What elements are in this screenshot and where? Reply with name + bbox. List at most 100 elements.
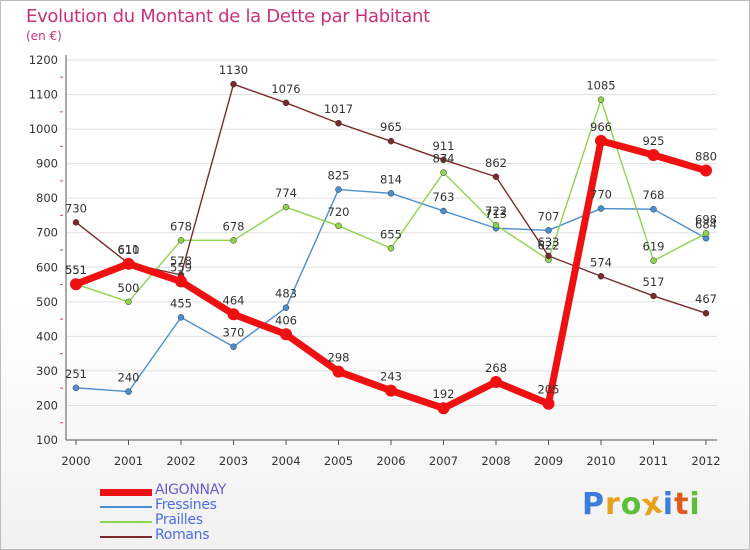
y-tick-label: 500	[36, 295, 58, 309]
data-point	[597, 205, 605, 212]
data-label: 1130	[219, 63, 248, 77]
x-tick-label: 2009	[534, 454, 563, 468]
legend-label: Prailles	[155, 512, 203, 528]
y-tick-label: 1200	[29, 53, 58, 67]
data-label: 455	[170, 296, 192, 310]
chart-subtitle: (en €)	[26, 29, 62, 43]
data-point	[437, 402, 450, 415]
y-tick-label: 900	[36, 157, 58, 171]
legend-label: Fressines	[155, 497, 217, 513]
x-tick-label: 2008	[481, 454, 510, 468]
data-point	[440, 207, 447, 215]
data-label: 205	[538, 383, 560, 397]
data-label: 192	[433, 387, 455, 401]
data-label: 467	[695, 292, 717, 306]
data-label: 763	[433, 190, 455, 204]
data-label: 707	[538, 209, 560, 223]
data-label: 720	[328, 205, 350, 219]
data-label: 874	[433, 152, 455, 166]
data-point	[387, 245, 395, 252]
data-point	[280, 328, 292, 341]
data-label: 684	[695, 217, 717, 231]
data-label: 1085	[586, 79, 615, 93]
x-tick-label: 2001	[114, 454, 143, 468]
data-label: 251	[65, 367, 87, 381]
data-point	[282, 99, 290, 107]
data-label: 370	[223, 326, 245, 340]
data-point	[282, 304, 290, 311]
legend-swatch	[100, 536, 152, 538]
data-point	[227, 308, 240, 321]
data-label: 966	[590, 120, 612, 134]
data-point	[702, 230, 710, 237]
data-point	[230, 343, 237, 350]
data-point	[385, 384, 397, 397]
data-point	[700, 164, 712, 177]
data-point	[230, 80, 237, 88]
data-label: 611	[118, 242, 140, 256]
data-point	[387, 137, 395, 145]
data-label: 551	[65, 263, 87, 277]
data-point	[72, 219, 80, 226]
data-point	[595, 134, 607, 147]
data-point	[647, 149, 660, 161]
data-label: 925	[643, 134, 665, 148]
data-label: 1076	[271, 82, 300, 96]
data-point	[545, 227, 552, 234]
data-label: 610	[118, 243, 140, 257]
data-point	[282, 203, 290, 211]
data-point	[175, 275, 187, 288]
series-romans	[72, 80, 710, 317]
data-label: 722	[485, 204, 507, 218]
series-aigonnay	[70, 134, 712, 415]
y-tick-label: 600	[36, 260, 58, 274]
data-label: 483	[275, 287, 297, 301]
data-point	[440, 156, 447, 164]
data-label: 880	[695, 150, 717, 164]
data-point	[332, 365, 345, 378]
data-label: 730	[65, 201, 87, 215]
data-point	[335, 186, 342, 193]
data-point	[335, 222, 342, 230]
y-tick-label: 400	[36, 329, 58, 343]
data-point	[545, 252, 552, 260]
legend-label: Romans	[155, 527, 210, 543]
y-tick-label: 300	[36, 364, 58, 378]
data-label: 655	[380, 227, 402, 241]
y-tick-label: 1100	[29, 88, 58, 102]
x-tick-label: 2005	[324, 454, 353, 468]
data-label: 713	[485, 207, 507, 221]
data-label: 268	[485, 361, 507, 375]
data-label: 240	[118, 371, 140, 385]
x-tick-label: 2006	[376, 454, 405, 468]
data-point	[125, 298, 132, 306]
data-label: 774	[275, 186, 297, 200]
y-tick-label: 1000	[29, 122, 58, 136]
data-label: 517	[643, 275, 665, 289]
data-point	[702, 309, 710, 317]
data-label: 770	[590, 188, 612, 202]
data-point	[650, 257, 657, 264]
data-label: 619	[643, 240, 665, 254]
data-point	[542, 397, 555, 410]
x-tick-label: 2002	[166, 454, 195, 468]
series-prailles	[72, 96, 710, 306]
chart-title: Evolution du Montant de la Dette par Hab…	[26, 6, 430, 27]
data-label: 298	[328, 351, 350, 365]
data-label: 965	[380, 120, 402, 134]
data-label: 551	[65, 263, 87, 277]
data-label: 578	[170, 254, 192, 268]
data-label: 559	[170, 260, 192, 274]
data-point	[440, 169, 447, 176]
data-label: 1017	[324, 102, 353, 116]
data-point	[70, 278, 82, 291]
data-label: 862	[485, 156, 507, 170]
legend-label: AIGONNAY	[155, 482, 227, 498]
data-point	[72, 384, 80, 392]
data-point	[492, 173, 500, 181]
x-tick-label: 2012	[691, 454, 720, 468]
data-label: 825	[328, 169, 350, 183]
y-tick-label: 200	[36, 398, 58, 412]
data-label: 698	[695, 212, 717, 226]
